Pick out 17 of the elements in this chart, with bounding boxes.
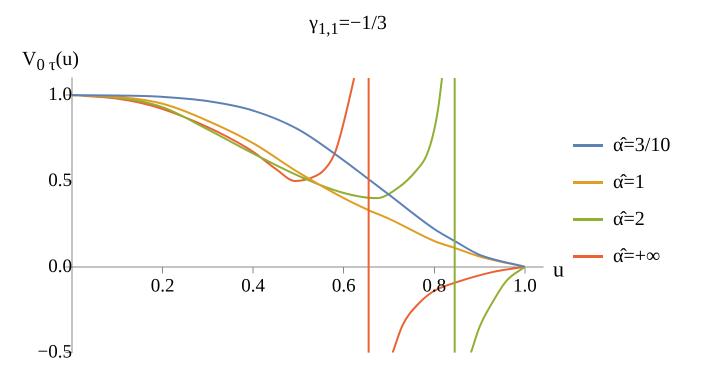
legend-label: α̂=3/10 bbox=[613, 134, 670, 156]
legend-label: α̂=+∞ bbox=[613, 244, 660, 268]
y-axis-title: V$_{0 τ}$(u) bbox=[22, 48, 79, 75]
legend-label: α̂=1 bbox=[613, 170, 645, 194]
chart-title: γ$_{1,1}$=−1/3 bbox=[308, 12, 388, 39]
x-tick-label: 0.2 bbox=[150, 275, 174, 296]
x-tick-label: 0.8 bbox=[422, 275, 446, 296]
x-tick-label: 1.0 bbox=[513, 275, 537, 296]
line-series bbox=[72, 94, 526, 268]
legend-label: α̂=2 bbox=[613, 208, 645, 230]
x-axis-title: u bbox=[553, 256, 564, 282]
y-tick-label: 0.0 bbox=[48, 256, 72, 277]
y-tick-label: 0.5 bbox=[48, 170, 72, 191]
y-tick-label: −0.5 bbox=[38, 342, 72, 363]
y-tick-label: 1.0 bbox=[48, 84, 72, 106]
x-tick-label: 0.6 bbox=[332, 275, 356, 296]
x-tick-label: 0.4 bbox=[241, 275, 266, 296]
